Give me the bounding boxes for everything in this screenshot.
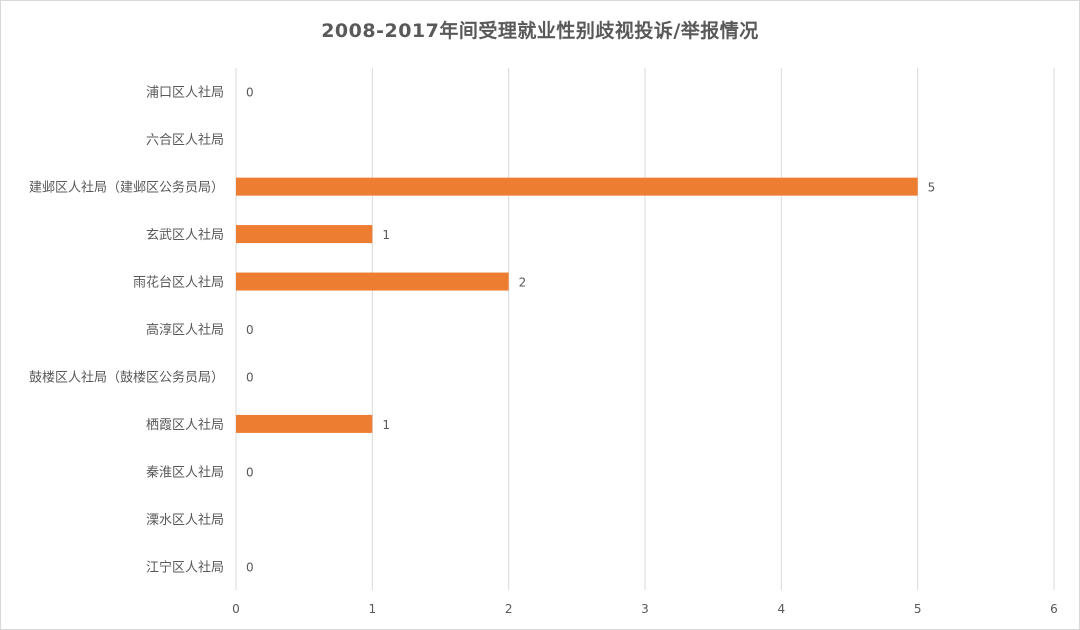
x-tick-label: 2 <box>505 602 513 616</box>
data-label: 1 <box>382 418 390 432</box>
category-label: 浦口区人社局 <box>146 85 224 101</box>
data-label: 0 <box>246 465 254 479</box>
data-label: 5 <box>928 181 936 195</box>
data-label: 0 <box>246 560 254 574</box>
category-label: 江宁区人社局 <box>146 559 224 575</box>
data-label: 0 <box>246 86 254 100</box>
category-label: 溧水区人社局 <box>146 512 224 528</box>
bar <box>236 272 509 291</box>
data-label: 1 <box>382 228 390 242</box>
x-tick-label: 6 <box>1050 602 1058 616</box>
data-label: 0 <box>246 323 254 337</box>
x-tick-label: 4 <box>778 602 786 616</box>
category-label: 六合区人社局 <box>146 132 224 148</box>
x-tick-label: 0 <box>232 602 240 616</box>
data-label: 0 <box>246 370 254 384</box>
category-label: 高淳区人社局 <box>146 322 224 338</box>
bar <box>236 177 918 196</box>
x-tick-label: 3 <box>641 602 649 616</box>
category-label: 鼓楼区人社局（鼓楼区公务员局） <box>29 369 224 385</box>
chart-title: 2008-2017年间受理就业性别歧视投诉/举报情况 <box>321 20 759 42</box>
x-tick-label: 5 <box>914 602 922 616</box>
category-label: 栖霞区人社局 <box>146 417 224 433</box>
bar <box>236 225 373 244</box>
x-tick-label: 1 <box>369 602 377 616</box>
category-label: 玄武区人社局 <box>146 227 224 243</box>
category-label: 建邺区人社局（建邺区公务员局） <box>29 180 224 196</box>
category-label: 雨花台区人社局 <box>133 275 224 291</box>
data-label: 2 <box>519 276 527 290</box>
category-label: 秦淮区人社局 <box>146 464 224 480</box>
bar <box>236 414 373 433</box>
